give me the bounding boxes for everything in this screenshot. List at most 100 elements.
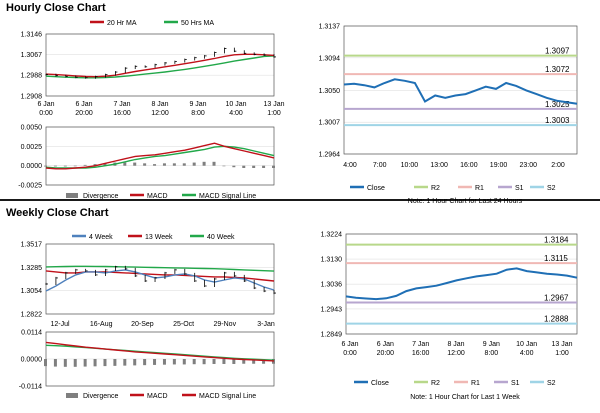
weekly-macd-divergence-bar [202, 359, 206, 365]
weekly-macd-divergence-bar [83, 359, 87, 367]
hourly-close-xtick: 7:00 [373, 162, 387, 169]
hourly-macd-legend-divergence-swatch [66, 193, 78, 198]
hourly-price-xtick: 10 Jan [225, 101, 246, 108]
weekly-price-xtick: 20-Sep [131, 321, 154, 328]
weekly-close-ytick: 1.3036 [321, 282, 343, 289]
weekly-close-ytick: 1.3224 [321, 232, 343, 239]
weekly-close-legend-s1-label: S1 [511, 380, 520, 387]
hourly-macd-divergence-bar [182, 163, 186, 166]
hourly-close-legend-r1-label: R1 [475, 185, 484, 192]
hourly-macd-divergence-bar [44, 165, 47, 167]
hourly-close-level-label-r1: 1.3072 [545, 65, 570, 74]
weekly-price-ytick: 1.2822 [21, 312, 43, 319]
weekly-macd-divergence-bar [252, 359, 256, 364]
weekly-close-legend-s2-label: S2 [547, 380, 556, 387]
hourly-macd-legend-divergence-label: Divergence [83, 193, 119, 200]
hourly-macd-divergence-bar [83, 164, 87, 166]
hourly-macd-divergence-bar [162, 163, 166, 166]
hourly-close-ytick: 1.3007 [319, 120, 341, 127]
weekly-close-legend-r2-label: R2 [431, 380, 440, 387]
weekly-close-xtick: 20:00 [377, 350, 395, 357]
hourly-macd-divergence-bar [93, 164, 97, 166]
weekly-close-level-label-s1: 1.2967 [544, 294, 569, 303]
hourly-macd-divergence-bar [143, 163, 147, 166]
weekly-macd-divergence-bar [262, 359, 266, 364]
hourly-macd-divergence-bar [222, 165, 226, 167]
hourly-close-legend-s1-label: S1 [515, 185, 524, 192]
hourly-macd-ytick: -0.0025 [18, 183, 42, 190]
weekly-price-legend-week4-label: 4 Week [89, 234, 113, 241]
weekly-macd-legend-macd-label: MACD [147, 393, 168, 400]
weekly-macd-divergence-bar [93, 359, 97, 367]
hourly-macd-divergence-bar [153, 164, 157, 166]
hourly-close-xtick: 19:00 [490, 162, 508, 169]
section-divider [0, 199, 600, 201]
weekly-macd-macd-line [45, 341, 275, 362]
hourly-close-ytick: 1.2964 [319, 152, 341, 159]
weekly-close-ytick: 1.2849 [321, 332, 343, 339]
weekly-price-legend-week13-label: 13 Week [145, 234, 173, 241]
hourly-price-xtick: 8 Jan [151, 101, 168, 108]
weekly-macd-divergence-bar [63, 359, 67, 367]
weekly-price-xtick: 25-Oct [173, 321, 194, 328]
weekly-price-week4-line [45, 269, 275, 292]
hourly-price-xtick: 13 Jan [263, 101, 284, 108]
hourly-close-xtick: 10:00 [401, 162, 419, 169]
hourly-close-legend-s2-label: S2 [547, 185, 556, 192]
weekly-close-ytick: 1.3130 [321, 257, 343, 264]
hourly-close-level-label-s2: 1.3003 [545, 116, 570, 125]
hourly-price-frame [45, 33, 275, 97]
weekly-macd-divergence-bar [242, 359, 246, 364]
hourly-close-legend-r2-label: R2 [431, 185, 440, 192]
hourly-macd-divergence-bar [73, 165, 77, 167]
weekly-macd-divergence-bar [172, 359, 176, 365]
hourly-close-ytick: 1.3050 [319, 88, 341, 95]
hourly-macd-divergence-bar [232, 165, 236, 168]
weekly-close-level-label-r2: 1.3184 [544, 236, 569, 245]
hourly-macd-divergence-bar [252, 165, 256, 168]
weekly-close-xtick: 1:00 [555, 350, 569, 357]
hourly-macd-divergence-bar [133, 162, 137, 166]
weekly-price-ytick: 1.3054 [21, 288, 43, 295]
weekly-close-xtick: 6 Jan [341, 341, 358, 348]
weekly-close-xtick: 0:00 [343, 350, 357, 357]
hourly-macd-frame [45, 126, 275, 186]
weekly-price-frame [45, 243, 275, 315]
weekly-close-xtick: 8:00 [485, 350, 499, 357]
weekly-price-xtick: 16-Aug [90, 321, 113, 328]
weekly-close-xtick: 9 Jan [483, 341, 500, 348]
weekly-macd-ytick: 0.0000 [21, 357, 43, 364]
weekly-close-level-label-r1: 1.3115 [544, 254, 568, 263]
weekly-close-legend-close-label: Close [371, 380, 389, 387]
weekly-close-legend-r1-label: R1 [471, 380, 480, 387]
hourly-price-ma20-line [45, 53, 275, 78]
hourly-close-note: Note: 1 Hour Chart for Last 24 Hours [408, 198, 523, 205]
hourly-macd-ytick: 0.0050 [21, 125, 43, 132]
hourly-macd-divergence-bar [172, 163, 176, 166]
hourly-price-xtick: 7 Jan [113, 101, 130, 108]
weekly-close-note: Note: 1 Hour Chart for Last 1 Week [410, 394, 520, 401]
weekly-macd-divergence-bar [53, 359, 57, 367]
hourly-price-ma50-line [45, 55, 275, 79]
weekly-close-xtick: 6 Jan [377, 341, 394, 348]
hourly-macd-ytick: 0.0025 [21, 144, 43, 151]
hourly-close-level-label-r2: 1.3097 [545, 47, 570, 56]
hourly-macd-divergence-bar [242, 165, 246, 168]
weekly-macd-divergence-bar [123, 359, 127, 366]
weekly-macd-legend-signal-label: MACD Signal Line [199, 393, 256, 400]
hourly-price-legend-ma20-label: 20 Hr MA [107, 20, 137, 27]
weekly-close-xtick: 16:00 [412, 350, 430, 357]
weekly-price-week40-line [45, 265, 275, 272]
hourly-price-xtick: 8:00 [191, 110, 205, 117]
weekly-close-ytick: 1.2943 [321, 306, 343, 313]
weekly-close-xtick: 7 Jan [412, 341, 429, 348]
hourly-close-xtick: 16:00 [460, 162, 478, 169]
hourly-price-xtick: 9 Jan [189, 101, 206, 108]
weekly-macd-divergence-bar [143, 359, 147, 366]
hourly-close-xtick: 23:00 [520, 162, 538, 169]
weekly-macd-divergence-bar [232, 359, 236, 364]
weekly-section-title: Weekly Close Chart [6, 207, 109, 219]
weekly-close-xtick: 13 Jan [551, 341, 572, 348]
weekly-price-xtick: 29-Nov [214, 321, 237, 328]
hourly-macd-divergence-bar [262, 165, 266, 168]
